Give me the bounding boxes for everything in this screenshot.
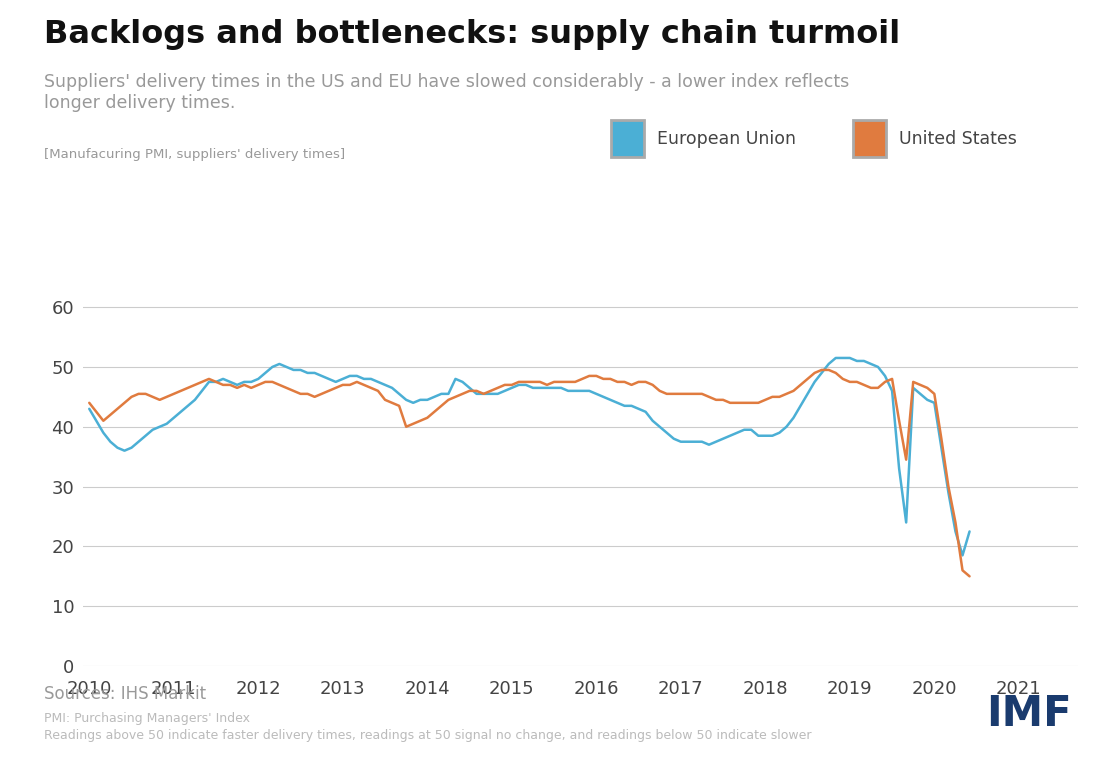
Text: Backlogs and bottlenecks: supply chain turmoil: Backlogs and bottlenecks: supply chain t…	[44, 19, 900, 50]
Text: Suppliers' delivery times in the US and EU have slowed considerably - a lower in: Suppliers' delivery times in the US and …	[44, 73, 849, 112]
Text: [Manufacuring PMI, suppliers' delivery times]: [Manufacuring PMI, suppliers' delivery t…	[44, 148, 345, 161]
Text: PMI: Purchasing Managers' Index: PMI: Purchasing Managers' Index	[44, 712, 250, 725]
Text: Sources: IHS Markit: Sources: IHS Markit	[44, 685, 206, 703]
Text: Readings above 50 indicate faster delivery times, readings at 50 signal no chang: Readings above 50 indicate faster delive…	[44, 729, 812, 742]
Text: European Union: European Union	[657, 129, 795, 148]
Text: United States: United States	[899, 129, 1016, 148]
Text: IMF: IMF	[986, 693, 1071, 735]
